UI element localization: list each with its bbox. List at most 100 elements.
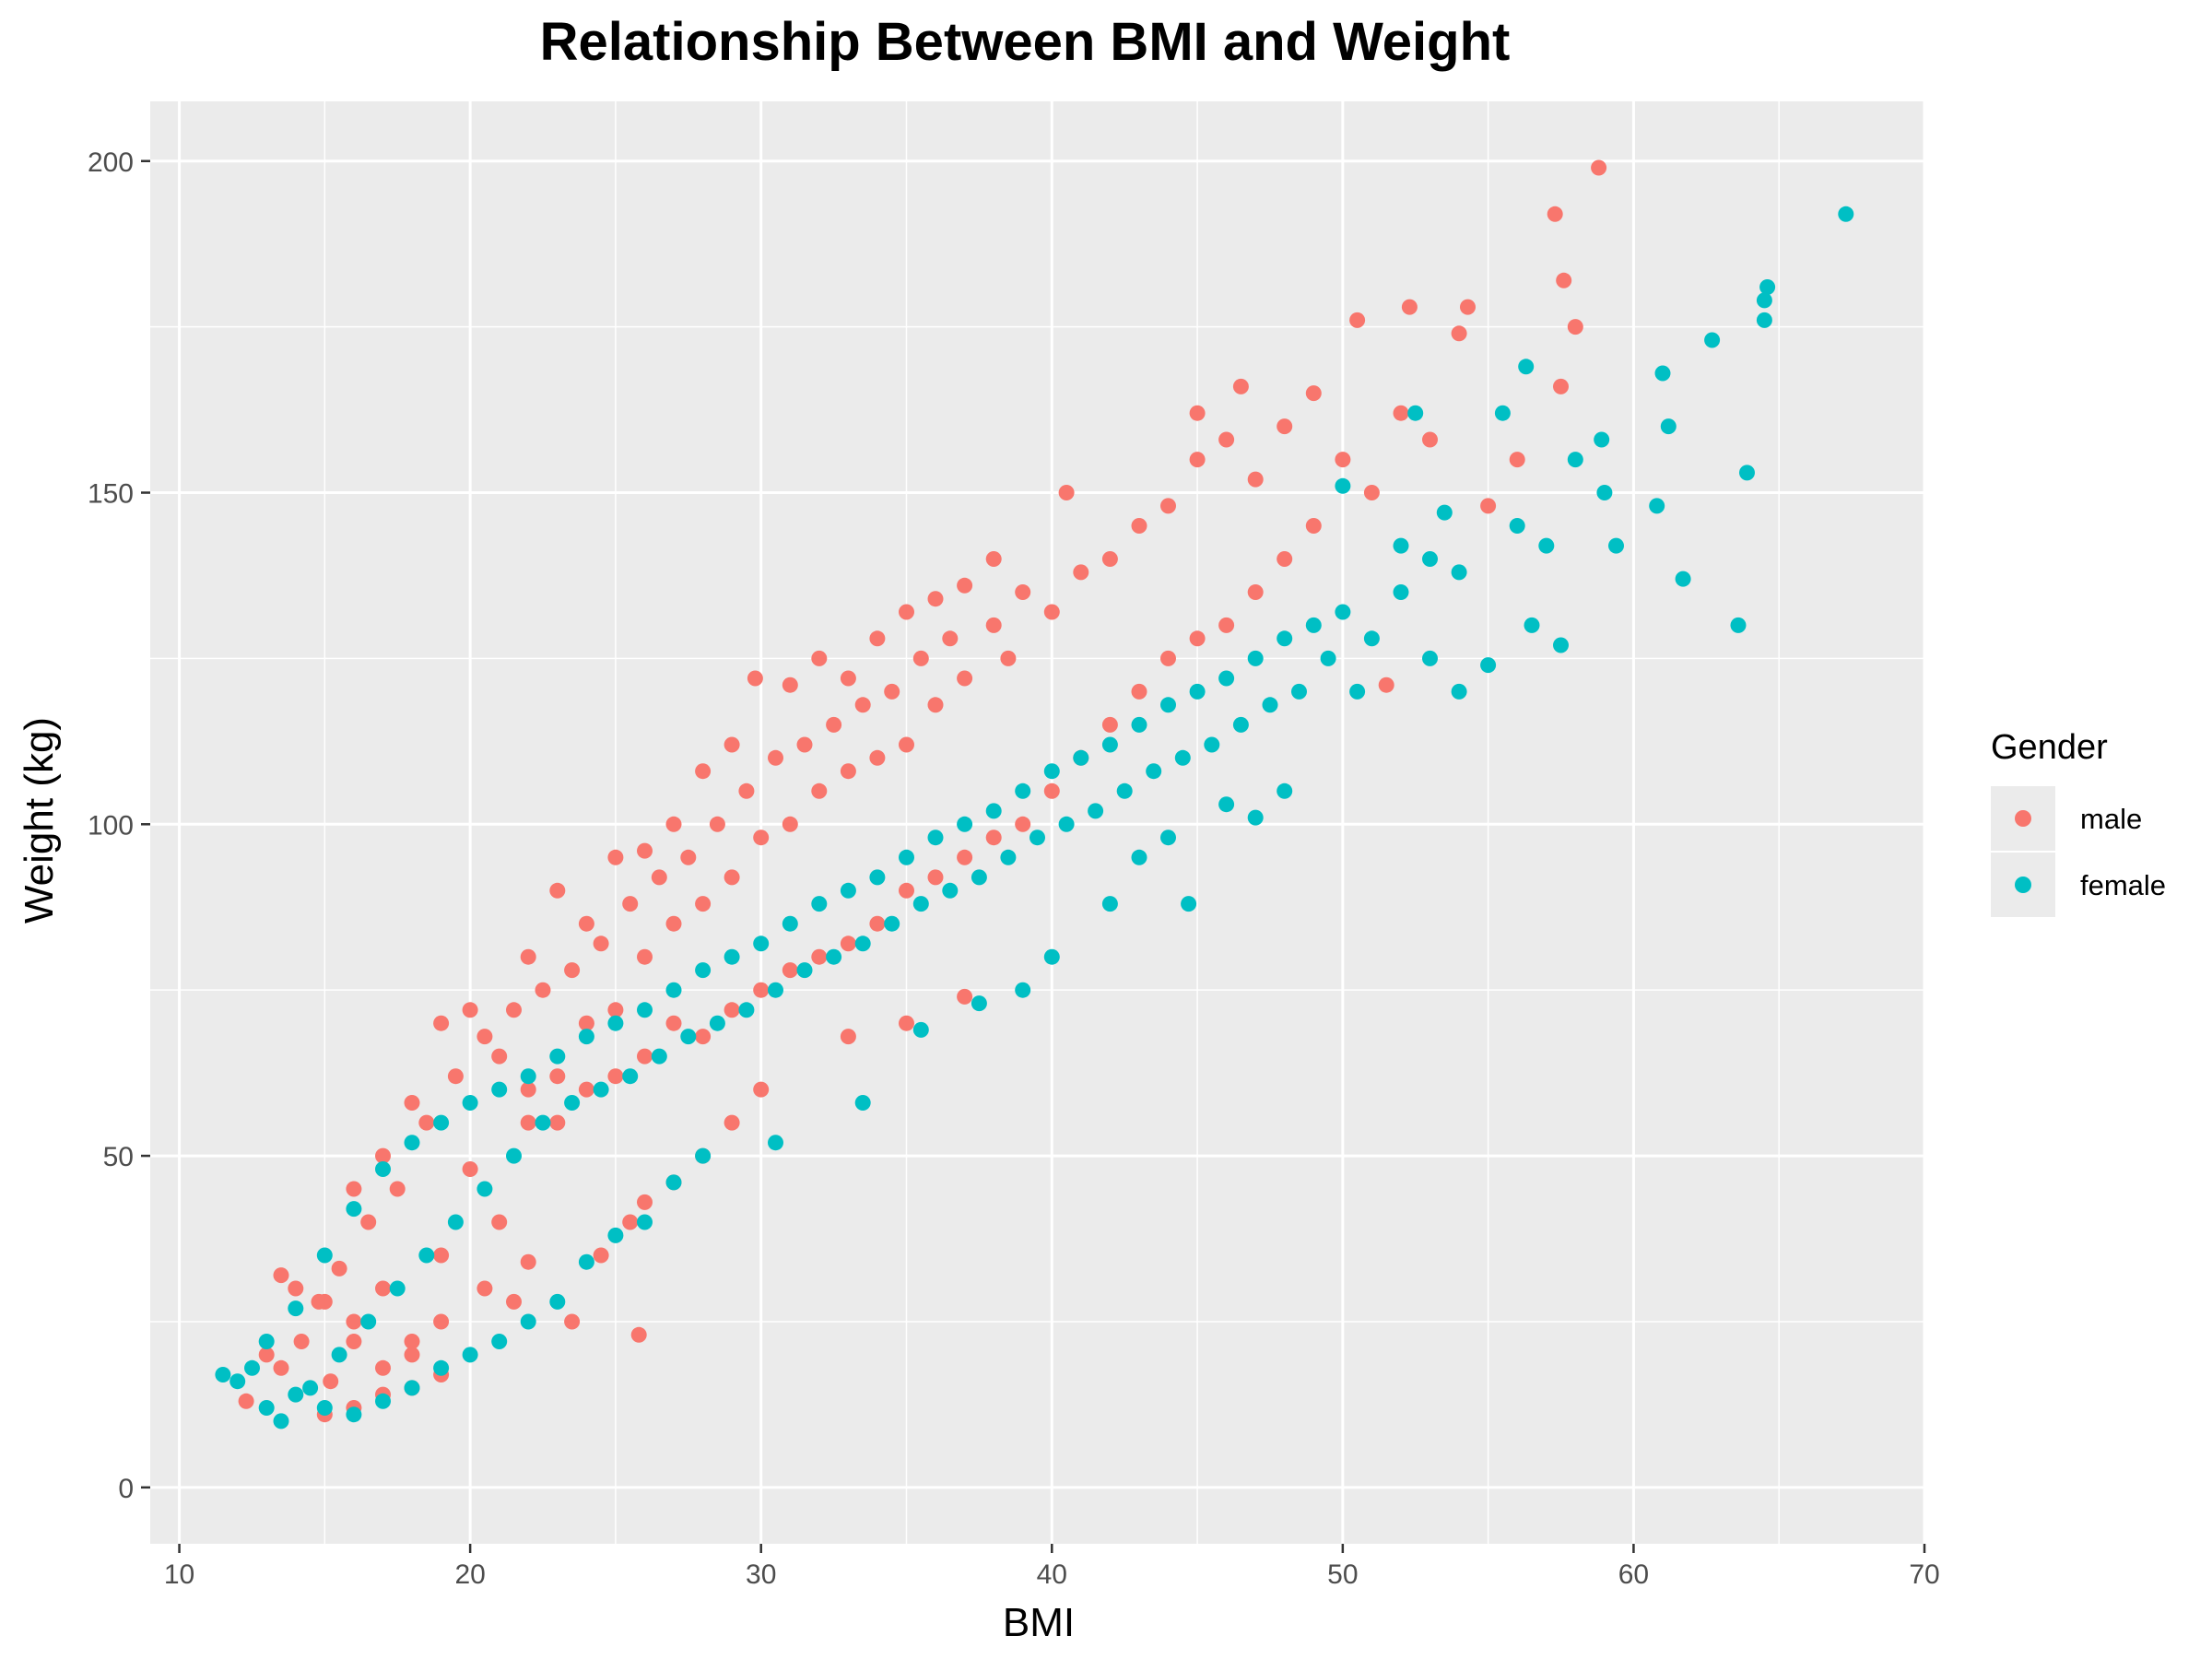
data-point-male bbox=[1305, 385, 1322, 402]
data-point-male bbox=[869, 630, 886, 647]
data-point-female bbox=[360, 1313, 377, 1330]
data-point-male bbox=[1073, 564, 1089, 581]
data-point-female bbox=[1015, 982, 1031, 998]
data-point-male bbox=[637, 842, 653, 859]
data-point-male bbox=[1015, 584, 1031, 600]
data-point-male bbox=[811, 650, 828, 666]
y-axis: 0 50 100 150 200 bbox=[88, 147, 150, 1504]
data-point-female bbox=[404, 1380, 420, 1396]
data-point-female bbox=[1480, 657, 1497, 674]
data-point-female bbox=[1509, 518, 1525, 534]
data-point-male bbox=[927, 697, 944, 713]
data-point-female bbox=[782, 915, 798, 932]
data-point-male bbox=[418, 1114, 435, 1131]
data-point-male bbox=[811, 782, 828, 799]
data-point-female bbox=[1291, 683, 1307, 700]
data-point-female bbox=[1335, 604, 1351, 620]
major-gridlines bbox=[150, 101, 1926, 1544]
data-point-female bbox=[491, 1334, 508, 1349]
data-point-male bbox=[1160, 498, 1176, 514]
data-point-female bbox=[622, 1068, 639, 1085]
data-point-male bbox=[738, 782, 755, 799]
data-point-male bbox=[840, 935, 856, 952]
data-point-female bbox=[1247, 809, 1264, 826]
data-point-male bbox=[724, 736, 740, 753]
legend-key-male-dot bbox=[2015, 810, 2031, 827]
data-point-male bbox=[593, 935, 609, 952]
data-point-male bbox=[1480, 498, 1497, 514]
data-point-female bbox=[1058, 816, 1075, 832]
data-point-male bbox=[796, 736, 813, 753]
data-point-male bbox=[1591, 159, 1607, 176]
data-point-female bbox=[1116, 782, 1133, 799]
data-point-male bbox=[549, 882, 566, 899]
data-point-female bbox=[869, 869, 886, 886]
data-point-male bbox=[637, 948, 653, 965]
data-point-male bbox=[433, 1015, 450, 1031]
data-point-male bbox=[1232, 378, 1249, 394]
data-point-male bbox=[491, 1214, 508, 1230]
data-point-male bbox=[709, 816, 725, 832]
data-point-female bbox=[258, 1334, 275, 1349]
data-point-female bbox=[1088, 803, 1104, 819]
data-point-female bbox=[1015, 782, 1031, 799]
data-point-female bbox=[1174, 749, 1191, 766]
data-point-female bbox=[1160, 697, 1176, 713]
data-point-female bbox=[971, 995, 987, 1012]
data-point-male bbox=[695, 763, 712, 780]
data-point-female bbox=[404, 1135, 420, 1151]
data-point-male bbox=[346, 1334, 362, 1349]
data-point-male bbox=[1189, 452, 1206, 468]
data-point-male bbox=[1043, 604, 1060, 620]
data-point-male bbox=[238, 1393, 254, 1409]
data-point-female bbox=[593, 1081, 609, 1098]
data-point-male bbox=[1422, 431, 1438, 448]
data-point-female bbox=[1101, 896, 1118, 912]
data-point-male bbox=[1101, 551, 1118, 567]
data-point-male bbox=[1247, 471, 1264, 488]
data-point-male bbox=[520, 948, 536, 965]
data-points bbox=[215, 159, 1854, 1430]
data-point-female bbox=[738, 1002, 755, 1018]
data-point-male bbox=[637, 1194, 653, 1210]
data-point-female bbox=[462, 1095, 478, 1111]
data-point-female bbox=[695, 1147, 712, 1164]
data-point-female bbox=[1349, 683, 1366, 700]
data-point-male bbox=[607, 1002, 624, 1018]
data-point-female bbox=[447, 1214, 464, 1230]
data-point-male bbox=[288, 1280, 304, 1297]
data-point-female bbox=[811, 896, 828, 912]
data-point-female bbox=[884, 915, 900, 932]
x-tick-label: 60 bbox=[1618, 1559, 1649, 1590]
data-point-male bbox=[593, 1247, 609, 1264]
data-point-male bbox=[477, 1029, 493, 1045]
x-tick-label: 20 bbox=[454, 1559, 485, 1590]
data-point-male bbox=[1393, 405, 1409, 421]
data-point-female bbox=[1730, 617, 1747, 633]
data-point-male bbox=[375, 1147, 391, 1164]
data-point-male bbox=[520, 1114, 536, 1131]
data-point-male bbox=[724, 869, 740, 886]
data-point-male bbox=[1000, 650, 1017, 666]
data-point-female bbox=[1393, 584, 1409, 600]
data-point-male bbox=[375, 1359, 391, 1376]
data-point-female bbox=[520, 1313, 536, 1330]
data-point-female bbox=[709, 1015, 725, 1031]
data-point-female bbox=[578, 1029, 594, 1045]
data-point-female bbox=[462, 1347, 478, 1363]
data-point-female bbox=[854, 935, 871, 952]
data-point-male bbox=[695, 896, 712, 912]
data-point-male bbox=[578, 915, 594, 932]
data-point-male bbox=[1451, 325, 1467, 342]
data-point-male bbox=[665, 816, 682, 832]
data-point-female bbox=[826, 948, 842, 965]
data-point-male bbox=[811, 948, 828, 965]
data-point-male bbox=[477, 1280, 493, 1297]
data-point-female bbox=[302, 1380, 319, 1396]
data-point-female bbox=[912, 896, 929, 912]
data-point-male bbox=[1460, 299, 1476, 315]
data-point-male bbox=[578, 1081, 594, 1098]
data-point-female bbox=[768, 982, 783, 998]
data-point-female bbox=[665, 982, 682, 998]
data-point-male bbox=[1378, 677, 1394, 693]
